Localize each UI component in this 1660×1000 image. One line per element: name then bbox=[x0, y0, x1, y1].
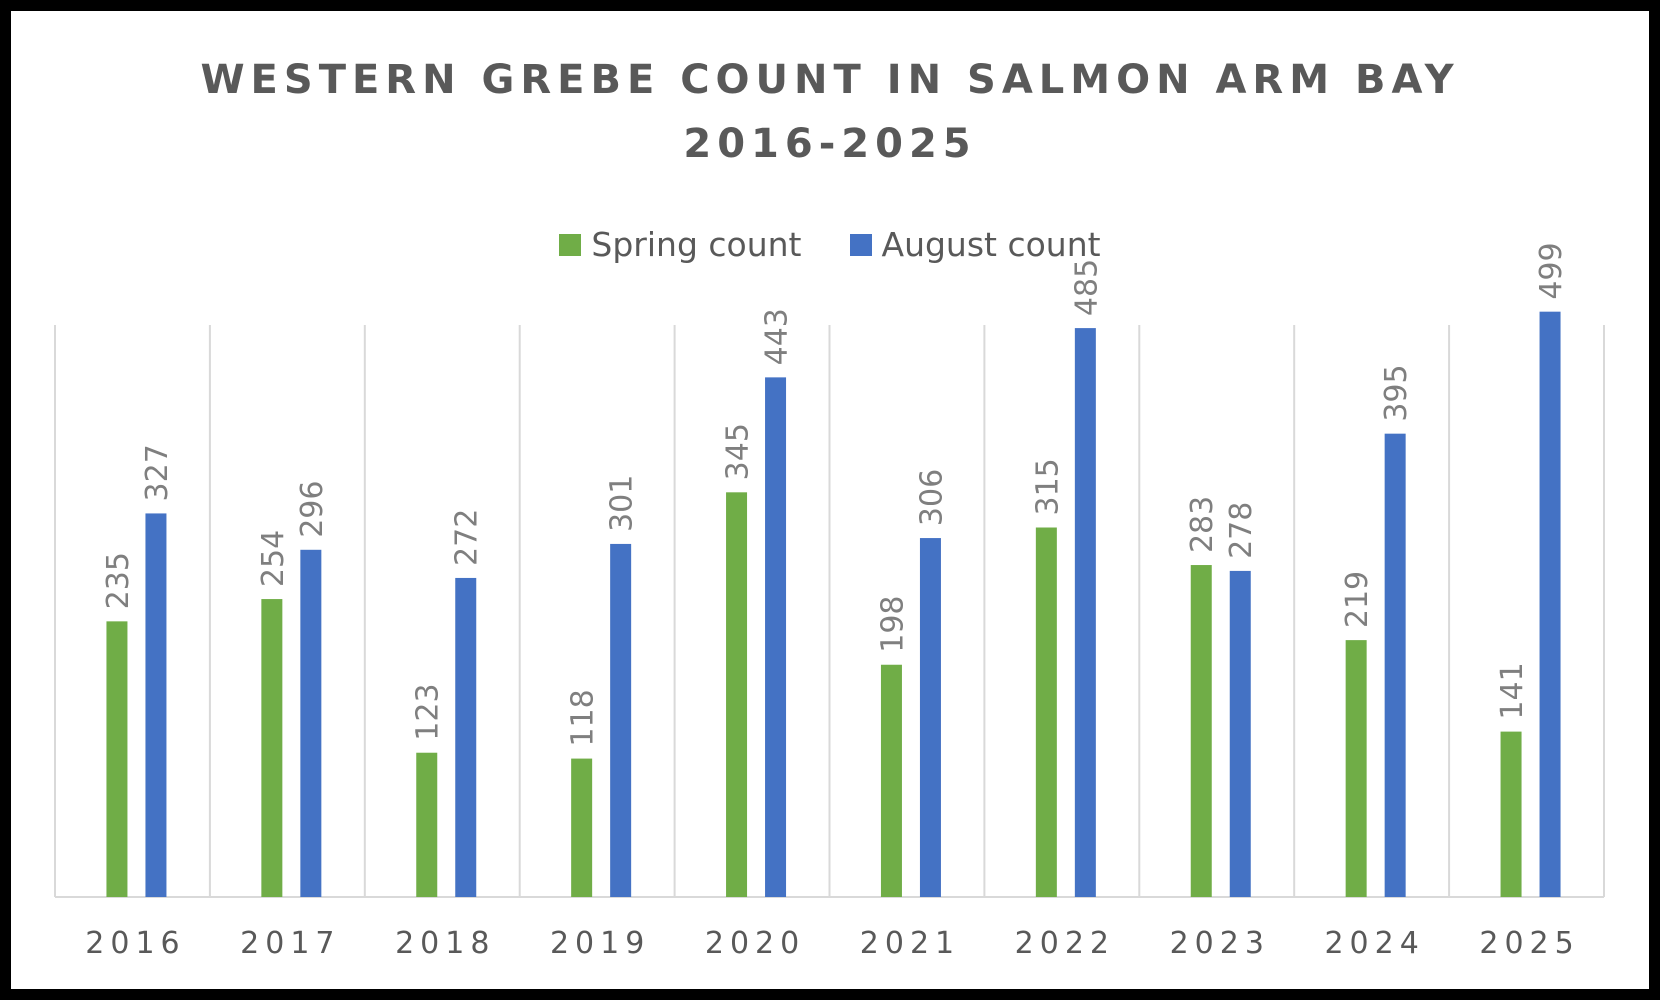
bar-spring-2016 bbox=[106, 621, 128, 897]
data-label-spring-2023: 283 bbox=[1185, 496, 1220, 553]
data-label-spring-2016: 235 bbox=[101, 552, 136, 609]
bar-august-2024 bbox=[1384, 433, 1406, 897]
category-label-2022: 2022 bbox=[1015, 926, 1115, 961]
data-label-august-2018: 272 bbox=[450, 509, 485, 566]
data-label-spring-2024: 219 bbox=[1340, 571, 1375, 628]
data-label-august-2024: 395 bbox=[1379, 364, 1414, 421]
bar-spring-2020 bbox=[726, 492, 748, 897]
data-label-august-2020: 443 bbox=[760, 308, 795, 365]
category-label-2017: 2017 bbox=[240, 926, 340, 961]
data-label-spring-2020: 345 bbox=[721, 423, 756, 480]
legend-swatch-august bbox=[849, 233, 872, 256]
data-label-august-2017: 296 bbox=[295, 481, 330, 538]
data-label-august-2022: 485 bbox=[1069, 259, 1104, 316]
bar-august-2019 bbox=[610, 543, 632, 897]
data-label-spring-2021: 198 bbox=[875, 595, 910, 652]
data-label-spring-2025: 141 bbox=[1495, 662, 1530, 719]
data-label-august-2025: 499 bbox=[1534, 242, 1569, 299]
data-label-august-2023: 278 bbox=[1224, 502, 1259, 559]
chart-title-line-1: WESTERN GREBE COUNT IN SALMON ARM BAY bbox=[200, 57, 1460, 103]
bar-spring-2024 bbox=[1345, 640, 1367, 897]
category-label-2021: 2021 bbox=[860, 926, 960, 961]
bar-august-2021 bbox=[919, 538, 941, 897]
bar-spring-2022 bbox=[1035, 527, 1057, 897]
category-label-2024: 2024 bbox=[1324, 926, 1424, 961]
legend-swatch-spring bbox=[559, 233, 582, 256]
data-label-spring-2017: 254 bbox=[256, 530, 291, 587]
bar-spring-2025 bbox=[1500, 731, 1522, 897]
bar-spring-2017 bbox=[261, 599, 283, 897]
bar-spring-2019 bbox=[571, 758, 593, 897]
bar-spring-2023 bbox=[1190, 565, 1212, 897]
legend-item-spring: Spring count bbox=[559, 225, 802, 264]
category-label-2025: 2025 bbox=[1479, 926, 1579, 961]
category-label-2020: 2020 bbox=[705, 926, 805, 961]
legend-label-spring: Spring count bbox=[591, 225, 802, 264]
chart-title-line-2: 2016-2025 bbox=[683, 121, 977, 167]
category-label-2016: 2016 bbox=[85, 926, 185, 961]
data-label-spring-2019: 118 bbox=[566, 689, 601, 746]
category-label-2023: 2023 bbox=[1170, 926, 1270, 961]
bar-spring-2018 bbox=[416, 752, 438, 897]
data-label-spring-2018: 123 bbox=[411, 683, 446, 740]
bar-august-2017 bbox=[300, 549, 322, 897]
bar-august-2022 bbox=[1074, 328, 1096, 898]
data-label-august-2016: 327 bbox=[140, 444, 175, 501]
chart-legend: Spring count August count bbox=[11, 225, 1649, 264]
legend-item-august: August count bbox=[849, 225, 1101, 264]
bar-spring-2021 bbox=[880, 664, 902, 897]
data-label-august-2019: 301 bbox=[605, 475, 640, 532]
data-label-august-2021: 306 bbox=[914, 469, 949, 526]
bar-august-2016 bbox=[145, 513, 167, 897]
data-label-spring-2022: 315 bbox=[1030, 458, 1065, 515]
bar-august-2018 bbox=[455, 577, 477, 897]
category-label-2018: 2018 bbox=[395, 926, 495, 961]
bar-august-2023 bbox=[1229, 570, 1251, 897]
bar-august-2025 bbox=[1539, 311, 1561, 898]
bar-august-2020 bbox=[765, 377, 787, 898]
legend-label-august: August count bbox=[881, 225, 1101, 264]
category-label-2019: 2019 bbox=[550, 926, 650, 961]
